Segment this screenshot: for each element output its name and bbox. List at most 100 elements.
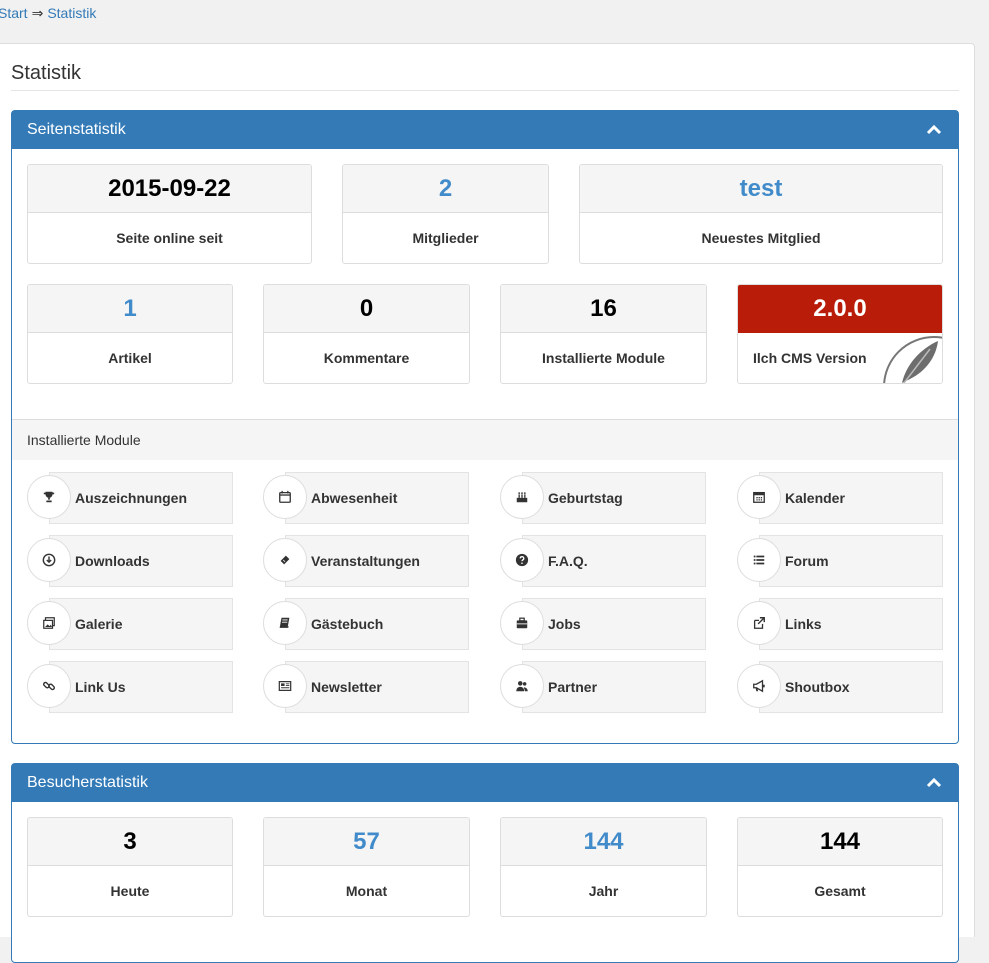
module-external-link[interactable]: Links xyxy=(737,598,943,650)
birthday-cake-icon xyxy=(516,492,528,503)
module-bar[interactable] xyxy=(759,598,943,650)
page-title: Statistik xyxy=(11,62,82,84)
module-icon-circle xyxy=(27,475,71,519)
breadcrumb-separator: ⇒ xyxy=(31,5,44,21)
module-bar[interactable] xyxy=(285,598,469,650)
stat-value: 144 xyxy=(738,818,942,866)
module-label[interactable]: Shoutbox xyxy=(785,679,850,695)
module-label[interactable]: Partner xyxy=(548,679,598,695)
module-icon-circle xyxy=(737,475,781,519)
module-bar[interactable] xyxy=(759,472,943,524)
stat-value: 2015-09-22 xyxy=(28,165,311,213)
module-book[interactable]: Gästebuch xyxy=(263,598,469,650)
stat-value[interactable]: test xyxy=(580,165,942,213)
site-stats-heading[interactable]: Seitenstatistik xyxy=(12,111,958,149)
stat-cms-version: 2.0.0 Ilch CMS Version xyxy=(737,284,943,384)
module-list[interactable]: Forum xyxy=(737,535,943,587)
module-bar[interactable] xyxy=(49,472,233,524)
stat-label: Installierte Module xyxy=(542,350,665,366)
stat-members: 2 Mitglieder xyxy=(342,164,549,264)
chevron-up-icon[interactable] xyxy=(926,776,942,788)
module-icon-circle xyxy=(500,601,544,645)
stat-value: 3 xyxy=(28,818,232,866)
module-calendar[interactable]: Kalender xyxy=(737,472,943,524)
briefcase-icon xyxy=(516,617,528,629)
module-label[interactable]: Galerie xyxy=(75,616,123,632)
title-divider xyxy=(11,90,959,91)
module-briefcase[interactable]: Jobs xyxy=(500,598,706,650)
site-stats-title: Seitenstatistik xyxy=(27,121,126,138)
module-label[interactable]: Veranstaltungen xyxy=(311,553,420,569)
visitor-stats-panel: Besucherstatistik 3 Heute 57 Monat 144 J… xyxy=(11,763,959,963)
module-label[interactable]: Abwesenheit xyxy=(311,490,398,506)
breadcrumb-start-link[interactable]: Start xyxy=(0,5,28,21)
module-megaphone[interactable]: Shoutbox xyxy=(737,661,943,713)
module-bar[interactable] xyxy=(522,598,706,650)
module-bar[interactable] xyxy=(285,661,469,713)
stat-label: Artikel xyxy=(108,350,152,366)
module-icon-circle xyxy=(263,538,307,582)
module-bar[interactable] xyxy=(49,598,233,650)
stat-label: Heute xyxy=(110,883,150,899)
module-label[interactable]: Gästebuch xyxy=(311,616,384,632)
ticket-icon xyxy=(280,555,290,565)
download-circle-icon xyxy=(42,553,56,567)
chevron-up-icon[interactable] xyxy=(926,123,942,135)
module-icon-circle xyxy=(737,664,781,708)
module-birthday-cake[interactable]: Geburtstag xyxy=(500,472,706,524)
stat-articles: 1 Artikel xyxy=(27,284,233,384)
module-bar[interactable] xyxy=(522,661,706,713)
breadcrumb: Start ⇒ Statistik xyxy=(0,5,96,22)
stat-newest-member: test Neuestes Mitglied xyxy=(579,164,943,264)
module-label[interactable]: Newsletter xyxy=(311,679,382,695)
module-icon-circle xyxy=(737,538,781,582)
stat-value: 0 xyxy=(264,285,469,333)
stat-installed-modules: 16 Installierte Module xyxy=(500,284,707,384)
stat-comments: 0 Kommentare xyxy=(263,284,470,384)
module-bar[interactable] xyxy=(49,535,233,587)
breadcrumb-current-link[interactable]: Statistik xyxy=(47,5,97,21)
module-icon-circle xyxy=(500,664,544,708)
gallery-icon xyxy=(43,617,55,629)
module-label[interactable]: Geburtstag xyxy=(548,490,623,506)
module-question-circle[interactable]: F.A.Q. xyxy=(500,535,706,587)
stat-year: 144 Jahr xyxy=(500,817,707,917)
module-label[interactable]: Links xyxy=(785,616,822,632)
module-label[interactable]: Auszeichnungen xyxy=(75,490,188,506)
module-partner[interactable]: Partner xyxy=(500,661,706,713)
module-label[interactable]: Link Us xyxy=(75,679,126,695)
newspaper-icon xyxy=(278,681,292,691)
module-label[interactable]: Kalender xyxy=(785,490,845,506)
module-label[interactable]: Downloads xyxy=(75,553,150,569)
stat-label: Gesamt xyxy=(814,883,866,899)
module-newspaper[interactable]: Newsletter xyxy=(263,661,469,713)
module-download-circle[interactable]: Downloads xyxy=(27,535,233,587)
module-icon-circle xyxy=(263,475,307,519)
module-bar[interactable] xyxy=(522,535,706,587)
module-trophy[interactable]: Auszeichnungen xyxy=(27,472,233,524)
partner-icon xyxy=(516,681,528,692)
module-chain-link[interactable]: Link Us xyxy=(27,661,233,713)
module-icon-circle xyxy=(263,664,307,708)
module-calendar-blank[interactable]: Abwesenheit xyxy=(263,472,469,524)
module-bar[interactable] xyxy=(285,472,469,524)
stat-today: 3 Heute xyxy=(27,817,233,917)
module-bar[interactable] xyxy=(285,535,469,587)
visitor-stats-heading[interactable]: Besucherstatistik xyxy=(12,764,958,802)
stat-value: 144 xyxy=(501,818,706,866)
module-label[interactable]: F.A.Q. xyxy=(548,553,588,569)
module-ticket[interactable]: Veranstaltungen xyxy=(263,535,469,587)
module-bar[interactable] xyxy=(522,472,706,524)
module-bar[interactable] xyxy=(759,661,943,713)
module-icon-circle xyxy=(500,538,544,582)
stat-online-since: 2015-09-22 Seite online seit xyxy=(27,164,312,264)
question-circle-icon xyxy=(515,553,529,567)
trophy-icon xyxy=(43,491,55,503)
module-icon-circle xyxy=(500,475,544,519)
module-label[interactable]: Jobs xyxy=(548,616,581,632)
calendar-blank-icon xyxy=(279,490,291,503)
list-icon xyxy=(753,555,765,565)
module-label[interactable]: Forum xyxy=(785,553,829,569)
stat-label: Monat xyxy=(345,883,388,899)
module-gallery[interactable]: Galerie xyxy=(27,598,233,650)
